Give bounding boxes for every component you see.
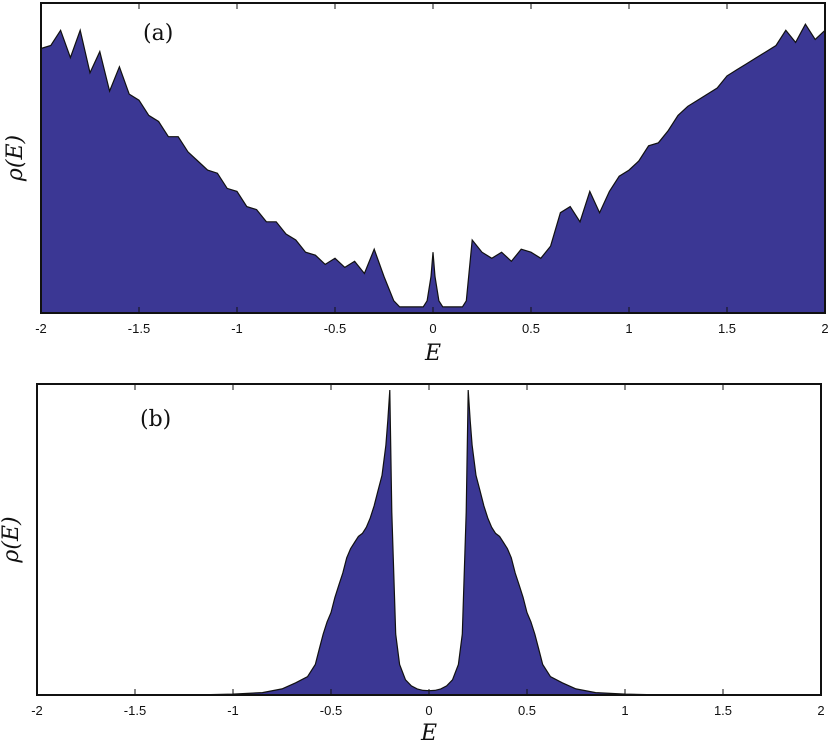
x-tick-label: -0.5 [324, 321, 346, 336]
x-tick-label: 2 [821, 321, 828, 336]
x-tick-label: 0.5 [522, 321, 540, 336]
panel-b-density-area [37, 390, 821, 695]
x-tick-label: 2 [817, 703, 824, 718]
x-tick-label: -1 [227, 703, 239, 718]
panel-a-x-axis-label: E [424, 341, 441, 366]
x-tick-label: 0 [429, 321, 436, 336]
x-tick-label: 1 [621, 703, 628, 718]
panel-a-density-area [41, 24, 825, 313]
panel-a-density-line [40, 23, 826, 308]
panel-b-y-axis-label: ρ(E) [0, 516, 24, 563]
panel-b-density-line [37, 389, 821, 696]
x-tick-label: -2 [35, 321, 47, 336]
x-tick-label: 0.5 [518, 703, 536, 718]
x-tick-label: -1 [231, 321, 243, 336]
x-tick-label: 1.5 [718, 321, 736, 336]
x-tick-label: 0 [425, 703, 432, 718]
panel-b-x-axis-label: E [420, 721, 437, 742]
panel-a: -2 -1.5 -1 -0.5 0 0.5 1 1.5 2 (a) E ρ(E) [3, 2, 829, 366]
panel-a-label: (a) [143, 21, 173, 46]
x-tick-label: -1.5 [128, 321, 150, 336]
x-tick-label: -1.5 [124, 703, 146, 718]
panel-b-x-ticks: -2 -1.5 -1 -0.5 0 0.5 1 1.5 2 [31, 384, 825, 718]
panel-b-label: (b) [140, 407, 171, 432]
x-tick-label: 1 [625, 321, 632, 336]
panel-a-y-axis-label: ρ(E) [3, 135, 28, 182]
x-tick-label: -2 [31, 703, 43, 718]
panel-a-x-ticks: -2 -1.5 -1 -0.5 0 0.5 1 1.5 2 [35, 3, 829, 336]
x-tick-label: -0.5 [320, 703, 342, 718]
panel-b: -2 -1.5 -1 -0.5 0 0.5 1 1.5 2 (b) E ρ(E) [0, 383, 825, 742]
x-tick-label: 1.5 [714, 703, 732, 718]
